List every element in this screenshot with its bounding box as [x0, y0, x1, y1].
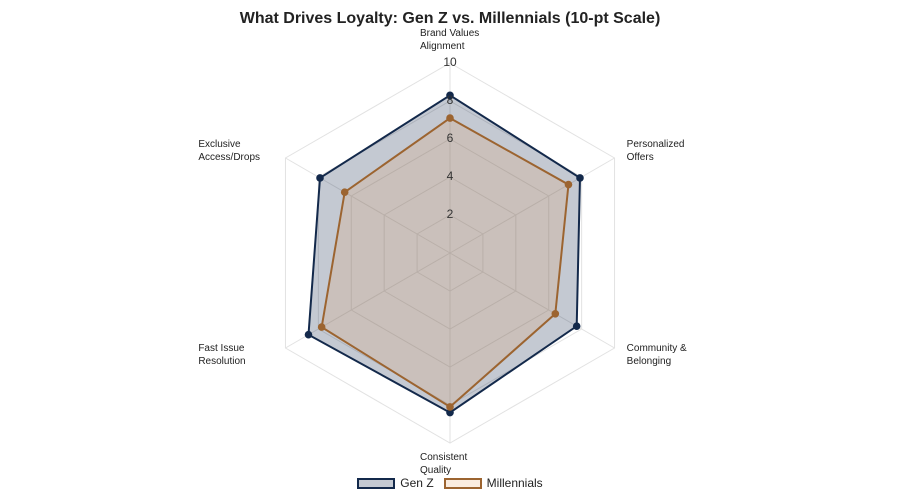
r-tick-label: 2 — [447, 207, 454, 221]
r-tick-label: 6 — [447, 131, 454, 145]
data-point — [316, 174, 324, 182]
data-point — [446, 114, 454, 122]
data-point — [551, 310, 560, 318]
data-point — [564, 180, 573, 189]
legend-item[interactable]: Millennials — [443, 476, 543, 490]
axis-label: Community & Belonging — [626, 343, 687, 367]
r-tick-label: 10 — [443, 55, 457, 69]
data-point — [446, 408, 454, 417]
data-point — [304, 330, 313, 339]
spoke — [285, 252, 451, 349]
data-point — [576, 174, 584, 182]
legend: Gen Z Millennials — [0, 476, 900, 490]
data-point — [317, 323, 326, 331]
r-tick-label: 8 — [447, 93, 454, 107]
axis-label: Consistent Quality — [420, 452, 468, 476]
r-tick-label: 4 — [447, 169, 454, 183]
data-point — [446, 403, 454, 411]
spoke — [449, 252, 615, 349]
axis-label: Fast Issue Resolution — [198, 343, 246, 367]
data-point — [572, 322, 581, 330]
spoke — [449, 157, 615, 254]
axis-label: Personalized Offers — [626, 139, 685, 163]
legend-swatch — [443, 477, 482, 489]
data-point — [446, 91, 454, 100]
legend-swatch — [357, 477, 396, 489]
axis-label: Brand Values Alignment — [420, 28, 480, 52]
axis-label: Exclusive Access/Drops — [198, 139, 261, 163]
chart-title: What Drives Loyalty: Gen Z vs. Millennia… — [239, 10, 661, 27]
legend-label: Gen Z — [400, 476, 434, 490]
spoke — [285, 157, 451, 254]
legend-item[interactable]: Gen Z — [357, 476, 434, 490]
legend-label: Millennials — [486, 476, 543, 490]
data-point — [340, 188, 349, 196]
